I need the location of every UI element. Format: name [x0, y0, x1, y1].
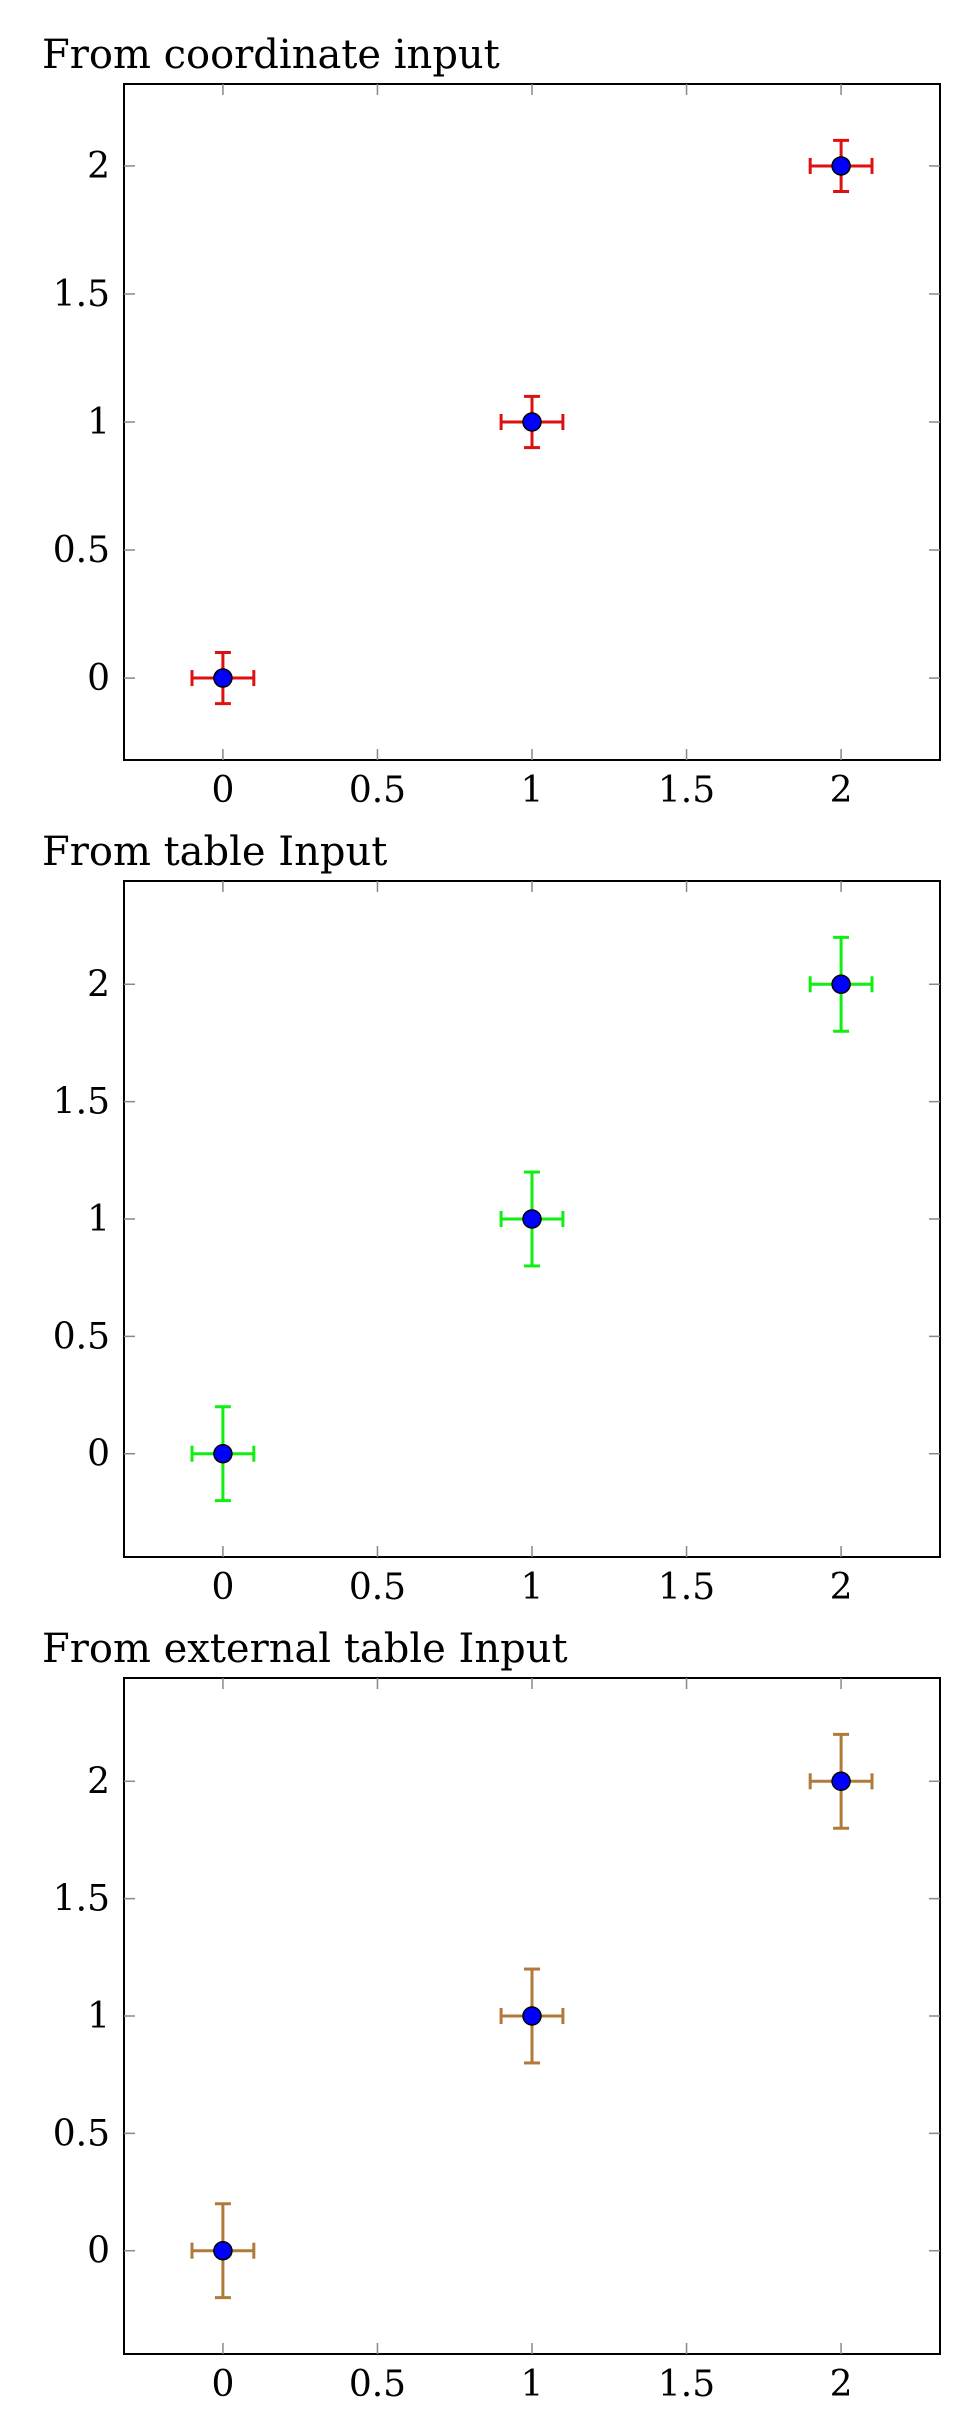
- chart-title: From coordinate input: [42, 32, 500, 78]
- data-marker: [831, 1771, 851, 1792]
- x-tick-label: 2: [830, 2364, 853, 2405]
- data-point: [808, 935, 874, 1033]
- y-tick-label: 1: [87, 402, 110, 443]
- x-tick-label: 0.5: [349, 1567, 406, 1608]
- x-tick-label: 1.5: [658, 1567, 715, 1608]
- data-marker: [213, 2240, 233, 2261]
- data-point: [190, 650, 256, 706]
- data-point: [190, 1405, 256, 1503]
- y-tick-label: 0: [87, 2231, 110, 2272]
- y-tick-label: 2: [87, 146, 110, 187]
- chart-panel-2: From table Input 0 0.5 1 1.5 2 0 0.5 1 1.5 2: [0, 797, 975, 1608]
- data-point: [499, 1170, 565, 1268]
- x-tick-label: 1: [521, 1567, 544, 1608]
- data-marker: [522, 412, 542, 432]
- data-point: [190, 2202, 256, 2300]
- data-marker: [831, 974, 851, 995]
- chart-title: From external table Input: [42, 1626, 568, 1672]
- x-tick-label: 1.5: [658, 770, 715, 811]
- data-marker: [522, 1209, 542, 1229]
- y-tick-label: 0.5: [53, 530, 110, 571]
- chart-title: From table Input: [42, 829, 387, 875]
- x-tick-label: 1: [521, 2364, 544, 2405]
- y-tick-label: 0.5: [53, 2113, 110, 2154]
- x-tick-label: 1.5: [658, 2364, 715, 2405]
- y-tick-label: 1.5: [53, 1082, 110, 1123]
- x-tick-label: 2: [830, 770, 853, 811]
- data-point: [499, 1967, 565, 2065]
- x-tick-label: 0: [211, 1567, 234, 1608]
- data-marker: [831, 156, 851, 176]
- chart-svg-2: From table Input 0 0.5 1 1.5 2 0 0.5 1 1.5 2: [42, 829, 941, 1608]
- y-tick-label: 1: [87, 1199, 110, 1240]
- y-tick-label: 0: [87, 1434, 110, 1475]
- y-tick-label: 2: [87, 1761, 110, 1802]
- y-tick-label: 0.5: [53, 1316, 110, 1357]
- x-tick-label: 0.5: [349, 2364, 406, 2405]
- data-point: [808, 1732, 874, 1830]
- chart-svg-3: From external table Input 0 0.5 1 1.5 2 0 0.5 1…: [42, 1626, 941, 2405]
- x-tick-label: 0: [211, 2364, 234, 2405]
- data-marker: [213, 1443, 233, 1464]
- y-tick-label: 1.5: [53, 274, 110, 315]
- data-point: [808, 138, 874, 194]
- x-tick-label: 0: [211, 770, 234, 811]
- data-marker: [522, 2006, 542, 2026]
- x-tick-label: 1: [521, 770, 544, 811]
- y-tick-label: 2: [87, 964, 110, 1005]
- chart-panel-3: From external table Input 0 0.5 1 1.5 2 0 0.5 1…: [0, 1594, 975, 2405]
- x-tick-label: 0.5: [349, 770, 406, 811]
- y-tick-label: 1: [87, 1996, 110, 2037]
- y-tick-label: 1.5: [53, 1879, 110, 1920]
- chart-panel-1: From coordinate input 0 0.5 1 1.5 2 0 0.5 1 1.5 2: [0, 0, 975, 811]
- y-tick-label: 0: [87, 658, 110, 699]
- data-point: [499, 394, 565, 450]
- x-tick-label: 2: [830, 1567, 853, 1608]
- chart-svg-1: From coordinate input 0 0.5 1 1.5 2 0 0.5 1 1.5 2: [42, 32, 941, 811]
- data-marker: [213, 668, 233, 688]
